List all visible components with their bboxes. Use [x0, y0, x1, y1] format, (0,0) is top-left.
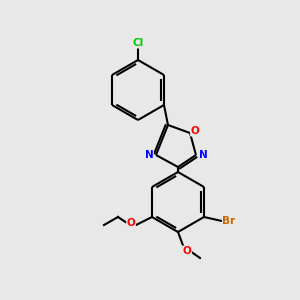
Text: N: N — [145, 150, 153, 160]
Text: Br: Br — [222, 216, 236, 226]
Text: O: O — [127, 218, 135, 228]
Text: Cl: Cl — [132, 38, 144, 48]
Text: N: N — [199, 150, 207, 160]
Text: O: O — [183, 246, 191, 256]
Text: O: O — [190, 126, 200, 136]
